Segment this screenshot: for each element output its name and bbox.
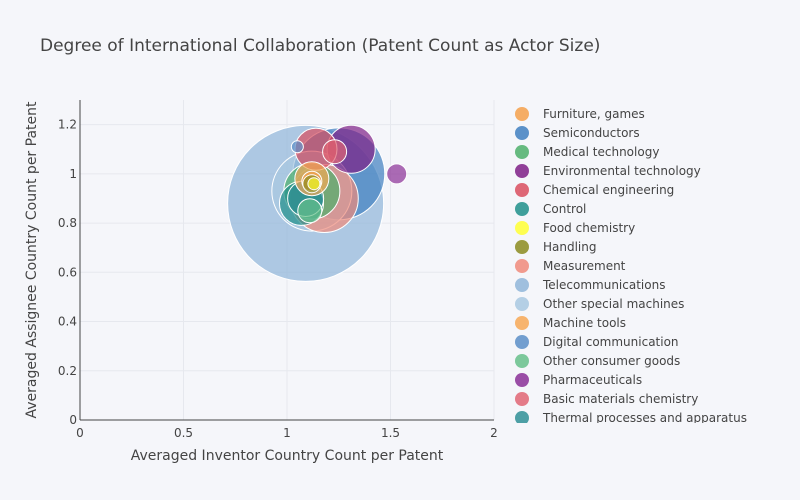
y-tick-label: 0.8: [58, 216, 77, 230]
x-tick-label: 2: [490, 426, 498, 440]
legend-item[interactable]: Chemical engineering: [515, 183, 674, 197]
legend-label: Food chemistry: [543, 221, 635, 235]
y-tick-label: 0: [69, 413, 77, 427]
legend-item[interactable]: Medical technology: [515, 145, 659, 159]
legend-label: Chemical engineering: [543, 183, 674, 197]
y-tick-label: 0.4: [58, 315, 77, 329]
x-tick-label: 0: [76, 426, 84, 440]
legend-item[interactable]: Other special machines: [515, 297, 684, 311]
legend-marker: [515, 354, 529, 368]
legend[interactable]: Furniture, games Semiconductors Medical te…: [515, 107, 747, 425]
legend-marker: [515, 107, 529, 121]
legend-marker: [515, 145, 529, 159]
legend-marker: [515, 183, 529, 197]
legend-marker: [515, 373, 529, 387]
legend-label: Control: [543, 202, 586, 216]
y-tick-label: 1: [69, 167, 77, 181]
legend-item[interactable]: Other consumer goods: [515, 354, 680, 368]
x-tick-label: 0.5: [174, 426, 193, 440]
bubble: Digital communication: [291, 141, 303, 153]
chart-title: Degree of International Collaboration (P…: [40, 36, 600, 56]
legend-label: Pharmaceuticals: [543, 373, 642, 387]
legend-item[interactable]: Food chemistry: [515, 221, 635, 235]
legend-marker: [515, 392, 529, 406]
legend-item[interactable]: Control: [515, 202, 586, 216]
legend-item[interactable]: Digital communication: [515, 335, 679, 349]
legend-marker: [515, 316, 529, 330]
legend-label: Semiconductors: [543, 126, 640, 140]
legend-marker: [515, 411, 529, 425]
legend-label: Medical technology: [543, 145, 659, 159]
legend-label: Furniture, games: [543, 107, 645, 121]
legend-marker: [515, 202, 529, 216]
legend-item[interactable]: Handling: [515, 240, 597, 254]
legend-marker: [515, 221, 529, 235]
legend-marker: [515, 164, 529, 178]
bubble: Food chemistry: [308, 178, 320, 190]
legend-item[interactable]: Machine tools: [515, 316, 626, 330]
legend-label: Digital communication: [543, 335, 679, 349]
y-tick-label: 1.2: [58, 118, 77, 132]
bubble: Basic materials chemistry: [323, 140, 347, 164]
legend-label: Thermal processes and apparatus: [542, 411, 747, 425]
legend-label: Environmental technology: [543, 164, 701, 178]
x-tick-label: 1: [283, 426, 291, 440]
legend-marker: [515, 335, 529, 349]
legend-label: Basic materials chemistry: [543, 392, 698, 406]
legend-item[interactable]: Measurement: [515, 259, 626, 273]
x-axis-title: Averaged Inventor Country Count per Pate…: [131, 448, 444, 464]
legend-label: Handling: [543, 240, 597, 254]
bubble: Pharmaceuticals: [387, 164, 407, 184]
y-tick-label: 0.6: [58, 265, 77, 279]
legend-label: Machine tools: [543, 316, 626, 330]
legend-item[interactable]: Furniture, games: [515, 107, 645, 121]
legend-marker: [515, 240, 529, 254]
legend-marker: [515, 126, 529, 140]
bubble: Other consumer goods: [298, 199, 322, 223]
y-tick-label: 0.2: [58, 364, 77, 378]
legend-marker: [515, 297, 529, 311]
legend-label: Other special machines: [543, 297, 684, 311]
legend-marker: [515, 278, 529, 292]
legend-item[interactable]: Thermal processes and apparatus: [515, 411, 747, 425]
legend-item[interactable]: Basic materials chemistry: [515, 392, 698, 406]
legend-item[interactable]: Pharmaceuticals: [515, 373, 642, 387]
y-axis-title: Averaged Assignee Country Count per Pate…: [24, 101, 40, 418]
legend-marker: [515, 259, 529, 273]
legend-label: Other consumer goods: [543, 354, 680, 368]
legend-item[interactable]: Environmental technology: [515, 164, 701, 178]
x-tick-label: 1.5: [381, 426, 400, 440]
legend-label: Telecommunications: [542, 278, 665, 292]
legend-item[interactable]: Semiconductors: [515, 126, 640, 140]
legend-item[interactable]: Telecommunications: [515, 278, 665, 292]
legend-label: Measurement: [543, 259, 626, 273]
